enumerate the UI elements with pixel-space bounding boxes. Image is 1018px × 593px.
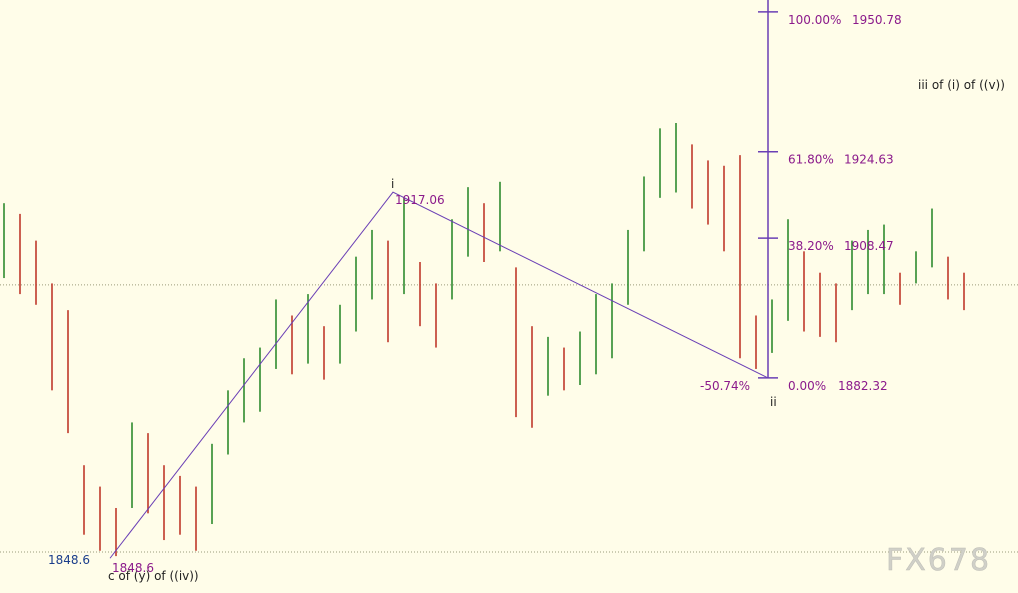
wave-price: 1848.6 xyxy=(48,553,90,567)
wave-line xyxy=(109,191,769,559)
wave-price: 1848.6 xyxy=(112,561,154,575)
wave-label: c of (y) of ((iv)) xyxy=(108,569,199,583)
fib-price: 1924.63 xyxy=(844,153,894,167)
fib-percent: 0.00% xyxy=(788,379,826,393)
annotation: iii of (i) of ((v)) xyxy=(918,78,1005,92)
fib-price: 1950.78 xyxy=(852,13,902,27)
fib-percent: 61.80% xyxy=(788,153,834,167)
wave-label: ii xyxy=(770,395,777,409)
fib-percent: 38.20% xyxy=(788,239,834,253)
fib-price: 1882.32 xyxy=(838,379,888,393)
watermark: FX678 xyxy=(886,543,991,578)
wave-price: 1917.06 xyxy=(395,193,445,207)
wave-label: i xyxy=(391,177,394,191)
fib-price: 1908.47 xyxy=(844,239,894,253)
fib-percent: 100.00% xyxy=(788,13,841,27)
extension-label: -50.74% xyxy=(700,379,750,393)
